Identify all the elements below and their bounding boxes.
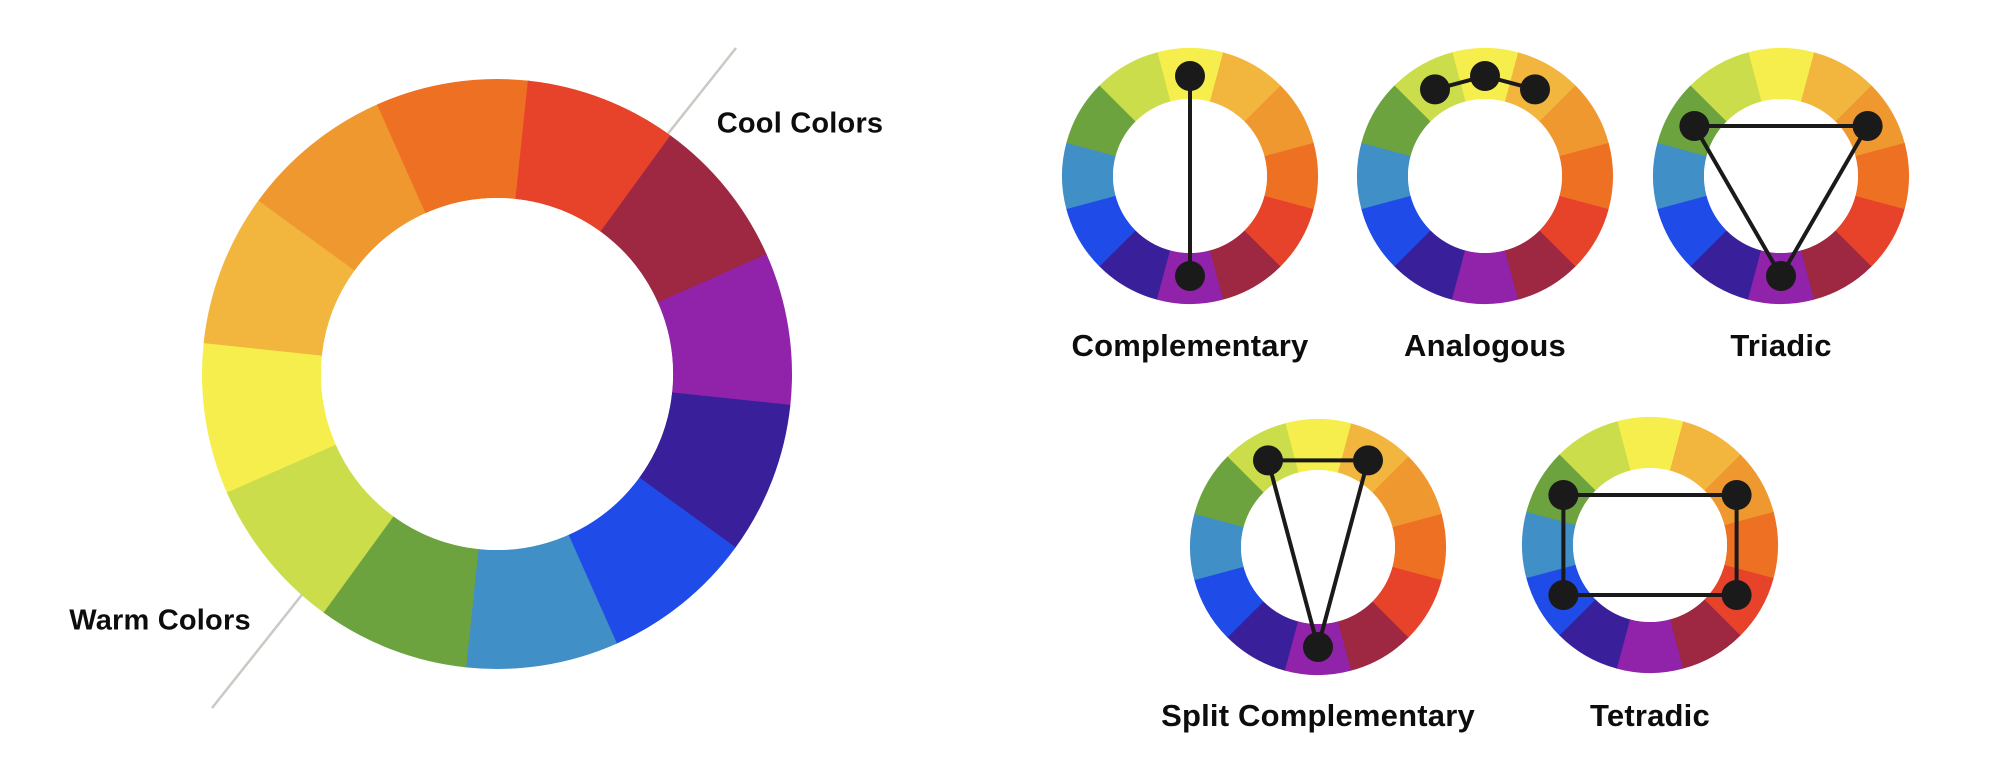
- main-color-wheel-segment-orange: [258, 103, 427, 271]
- scheme-wheel-split-complementary-segment-blue: [1194, 566, 1264, 638]
- scheme-wheel-split-complementary-segment-orange: [1372, 456, 1442, 528]
- scheme-wheel-tetradic-hue-dot: [1721, 580, 1752, 610]
- main-color-wheel-segment-blue: [567, 477, 736, 645]
- scheme-wheel-analogous-segment-blue-violet: [1394, 230, 1466, 300]
- scheme-wheel-tetradic-segment-yellow: [1616, 417, 1684, 471]
- scheme-wheel-triadic-hole: [1704, 99, 1858, 253]
- scheme-wheel-triadic-segment-red: [1835, 195, 1905, 267]
- main-color-wheel-hole: [321, 198, 673, 550]
- scheme-label-split-complementary: Split Complementary: [1161, 698, 1475, 733]
- main-color-wheel-segment-red-orange: [377, 78, 530, 214]
- scheme-wheel-split-complementary: [1190, 419, 1446, 675]
- scheme-wheel-complementary-segment-blue-green: [1062, 142, 1116, 210]
- scheme-wheel-complementary-segment-blue: [1066, 195, 1136, 267]
- scheme-wheel-triadic-segment-yellow-green: [1690, 52, 1762, 122]
- scheme-wheel-analogous: [1357, 48, 1613, 304]
- scheme-wheel-analogous-segment-green: [1361, 85, 1431, 157]
- scheme-wheel-split-complementary-hue-dot: [1353, 445, 1383, 476]
- scheme-wheel-triadic: [1653, 48, 1909, 304]
- scheme-wheel-tetradic-hue-dot: [1548, 580, 1579, 610]
- scheme-wheel-split-complementary-segment-blue-violet: [1227, 601, 1299, 671]
- scheme-wheel-complementary-segment-yellow-orange: [1209, 52, 1281, 122]
- scheme-wheel-triadic-segment-red-orange: [1855, 142, 1909, 210]
- scheme-wheel-analogous-segment-blue: [1361, 195, 1431, 267]
- scheme-wheel-triadic-connector-line: [1692, 125, 1783, 277]
- scheme-wheel-split-complementary-segment-red-violet: [1337, 601, 1409, 671]
- scheme-wheel-tetradic-segment-violet: [1616, 619, 1684, 673]
- scheme-wheel-split-complementary-connector-line: [1316, 459, 1370, 648]
- scheme-wheel-complementary-segment-orange: [1244, 85, 1314, 157]
- main-color-wheel-segment-blue-green: [464, 534, 617, 670]
- scheme-wheel-complementary-hue-dot: [1175, 61, 1205, 91]
- scheme-wheel-tetradic-hue-dot: [1721, 480, 1752, 510]
- scheme-wheel-triadic-segment-blue-violet: [1690, 230, 1762, 300]
- scheme-label-triadic: Triadic: [1730, 328, 1832, 363]
- scheme-wheel-split-complementary-segment-red-orange: [1392, 513, 1446, 581]
- scheme-wheel-triadic-segment-yellow-orange: [1800, 52, 1872, 122]
- scheme-wheel-analogous-hue-dot: [1420, 74, 1450, 105]
- scheme-wheel-complementary-segment-red-violet: [1209, 230, 1281, 300]
- scheme-wheel-analogous-segment-violet: [1451, 250, 1519, 304]
- scheme-wheel-tetradic-segment-yellow-orange: [1669, 421, 1741, 491]
- main-color-wheel-segment-yellow: [201, 341, 337, 494]
- scheme-wheel-split-complementary-hole: [1241, 470, 1395, 624]
- scheme-label-analogous: Analogous: [1404, 328, 1566, 363]
- scheme-wheel-tetradic-segment-blue-violet: [1559, 599, 1631, 669]
- scheme-wheel-tetradic-segment-yellow-green: [1559, 421, 1631, 491]
- scheme-wheel-complementary-segment-red: [1244, 195, 1314, 267]
- scheme-wheel-complementary-segment-yellow-green: [1099, 52, 1171, 122]
- scheme-wheel-tetradic: [1522, 417, 1778, 673]
- main-color-wheel-segment-yellow-green: [226, 444, 394, 613]
- scheme-wheel-analogous-segment-blue-green: [1357, 142, 1411, 210]
- main-color-wheel-segment-green: [322, 515, 479, 668]
- scheme-wheel-triadic-segment-red-violet: [1800, 230, 1872, 300]
- scheme-wheel-analogous-segment-red-violet: [1504, 230, 1576, 300]
- scheme-wheel-analogous-hue-dot: [1470, 61, 1500, 91]
- scheme-wheel-tetradic-hue-dot: [1548, 480, 1579, 510]
- scheme-wheel-complementary: [1062, 48, 1318, 304]
- scheme-wheel-analogous-segment-orange: [1539, 85, 1609, 157]
- scheme-wheel-triadic-hue-dot: [1679, 111, 1710, 141]
- main-color-wheel-segment-red-violet: [600, 135, 768, 304]
- scheme-wheel-triadic-connector-line: [1779, 125, 1870, 277]
- scheme-wheel-analogous-segment-red: [1539, 195, 1609, 267]
- scheme-wheel-triadic-segment-blue: [1657, 195, 1727, 267]
- scheme-label-complementary: Complementary: [1071, 328, 1309, 363]
- scheme-wheel-split-complementary-hue-dot: [1303, 632, 1333, 662]
- scheme-wheel-triadic-segment-blue-green: [1653, 142, 1707, 210]
- main-color-wheel-segment-blue-violet: [638, 392, 791, 549]
- scheme-wheel-split-complementary-connector-line: [1266, 459, 1320, 648]
- scheme-wheel-complementary-segment-green: [1066, 85, 1136, 157]
- scheme-wheel-split-complementary-segment-blue-green: [1190, 513, 1244, 581]
- scheme-wheel-split-complementary-segment-green: [1194, 456, 1264, 528]
- main-color-wheel-segment-yellow-orange: [203, 199, 356, 356]
- scheme-wheel-split-complementary-segment-red: [1372, 566, 1442, 638]
- main-color-wheel: [201, 78, 793, 670]
- cool-colors-label: Cool Colors: [716, 107, 884, 140]
- scheme-wheel-complementary-segment-blue-violet: [1099, 230, 1171, 300]
- scheme-wheel-analogous-hole: [1408, 99, 1562, 253]
- scheme-wheel-triadic-segment-yellow: [1747, 48, 1815, 102]
- scheme-wheel-tetradic-segment-red-violet: [1669, 599, 1741, 669]
- scheme-wheel-tetradic-hole: [1573, 468, 1727, 622]
- main-color-wheel-segment-violet: [657, 254, 793, 407]
- scheme-label-tetradic: Tetradic: [1590, 698, 1710, 733]
- scheme-wheel-triadic-hue-dot: [1852, 111, 1883, 141]
- scheme-wheel-analogous-segment-red-orange: [1559, 142, 1613, 210]
- warm-colors-label: Warm Colors: [69, 604, 251, 637]
- scheme-wheel-triadic-hue-dot: [1766, 261, 1796, 291]
- scheme-wheel-complementary-segment-red-orange: [1264, 142, 1318, 210]
- scheme-wheel-split-complementary-hue-dot: [1253, 445, 1283, 476]
- main-color-wheel-segment-red: [515, 80, 672, 233]
- scheme-wheel-complementary-hue-dot: [1175, 261, 1205, 291]
- scheme-wheel-analogous-hue-dot: [1520, 74, 1550, 105]
